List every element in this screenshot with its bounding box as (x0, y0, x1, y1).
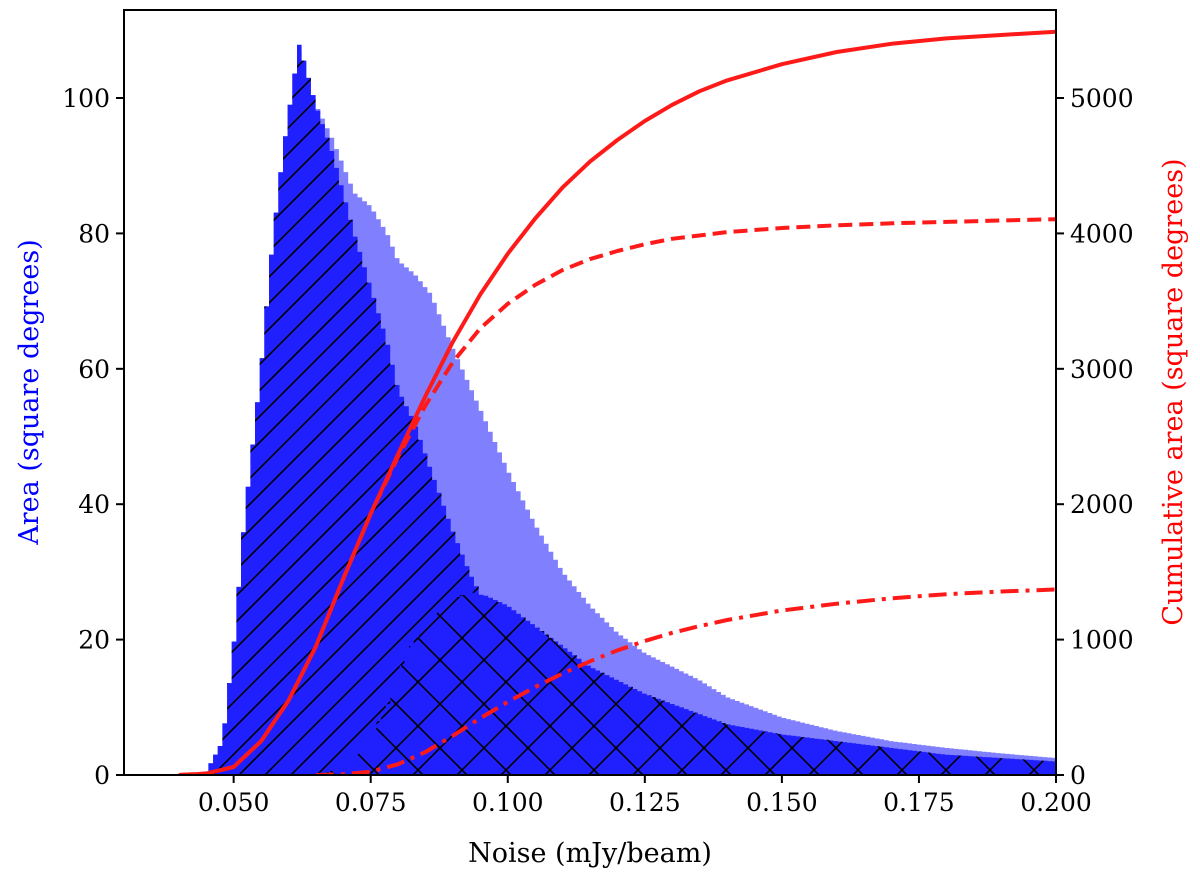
left-y-tick-label: 60 (78, 355, 110, 384)
cumulative-line-layer (178, 29, 1056, 775)
right-y-axis-title: Cumulative area (square degrees) (1158, 158, 1189, 625)
histogram-blue-fill-single-hatch (189, 44, 1056, 775)
x-axis-ticks: 0.050 0.075 0.100 0.125 0.150 0.175 0.200 (198, 775, 1092, 817)
left-y-tick-label: 0 (94, 761, 110, 790)
plot-frame (123, 9, 1057, 776)
histogram-hatch (315, 592, 1056, 775)
right-y-tick-label: 2000 (1070, 490, 1134, 519)
left-y-tick-label: 80 (78, 219, 110, 248)
histogram-layer (189, 44, 1056, 775)
cumulative-line-dashed (178, 217, 1056, 775)
right-y-tick-label: 0 (1070, 761, 1086, 790)
x-axis-title: Noise (mJy/beam) (468, 838, 712, 869)
plot-area (178, 29, 1056, 775)
left-y-tick-label: 20 (78, 626, 110, 655)
histogram-hatch (189, 44, 1056, 775)
right-y-tick-label: 1000 (1070, 626, 1134, 655)
x-tick-label: 0.125 (609, 788, 681, 817)
left-y-axis-ticks: 0 20 40 60 80 100 (62, 84, 124, 790)
x-tick-label: 0.200 (1020, 788, 1092, 817)
right-y-axis-ticks: 0 1000 2000 3000 4000 5000 (1056, 84, 1134, 790)
x-tick-label: 0.050 (198, 788, 270, 817)
left-y-tick-label: 40 (78, 490, 110, 519)
right-y-tick-label: 3000 (1070, 355, 1134, 384)
left-y-tick-label: 100 (62, 84, 110, 113)
cumulative-line-solid (178, 29, 1056, 775)
cumulative-line-dash-dot (315, 587, 1056, 775)
x-tick-label: 0.100 (472, 788, 544, 817)
left-y-axis-title: Area (square degrees) (14, 239, 45, 546)
x-tick-label: 0.075 (335, 788, 407, 817)
x-tick-label: 0.175 (883, 788, 955, 817)
x-tick-label: 0.150 (746, 788, 818, 817)
right-y-tick-label: 5000 (1070, 84, 1134, 113)
histogram-blue-fill-cross-hatch (315, 592, 1056, 775)
right-y-tick-label: 4000 (1070, 219, 1134, 248)
